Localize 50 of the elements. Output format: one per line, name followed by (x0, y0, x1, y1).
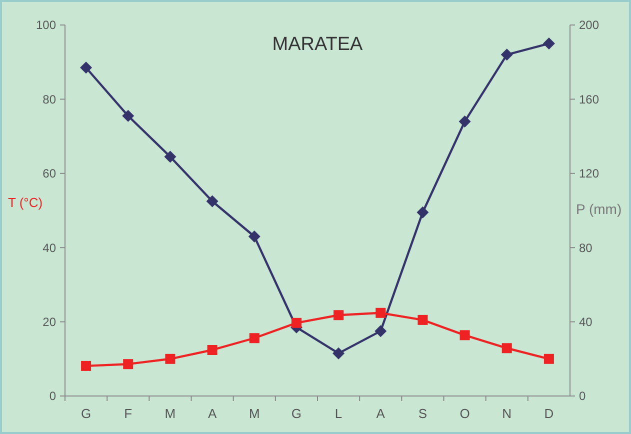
point (80, 62, 92, 74)
x-tick-label: G (80, 406, 92, 421)
point (123, 359, 134, 370)
y2-tick-label: 80 (579, 240, 593, 255)
point (502, 343, 512, 354)
x-tick-label: O (460, 406, 470, 421)
point (206, 195, 218, 208)
point (416, 206, 429, 218)
x-tick-label: N (502, 406, 512, 421)
point (164, 150, 176, 163)
x-tick-label: A (376, 406, 386, 421)
point (418, 314, 428, 325)
point (376, 308, 386, 318)
y-tick-label: 80 (42, 92, 56, 106)
x-tick-label: M (248, 406, 260, 421)
x-tick-label: G (291, 406, 302, 421)
point (458, 115, 471, 128)
y2-tick-label: 120 (579, 166, 600, 181)
y-tick-label: 20 (42, 315, 56, 329)
point (332, 347, 345, 360)
y-tick-label: 100 (36, 18, 56, 32)
text: MARATEA (272, 34, 364, 55)
y-axis-title: T (°C) (8, 195, 43, 210)
point (542, 38, 555, 50)
y2-tick-label: 0 (579, 389, 586, 404)
point (249, 333, 260, 344)
point (374, 325, 387, 338)
y2-tick-label: 160 (579, 92, 600, 106)
y-tick-label: 40 (42, 240, 56, 255)
point (544, 354, 554, 364)
x-tick-label: F (124, 406, 132, 421)
y2-tick-label: 200 (579, 18, 600, 32)
x-tick-label: S (418, 406, 428, 421)
x-tick-label: L (334, 406, 342, 421)
point (248, 230, 260, 242)
point (291, 318, 302, 328)
point (207, 344, 218, 355)
point (500, 48, 513, 61)
x-tick-label: D (544, 406, 554, 421)
point (122, 110, 134, 122)
y2-tick-label: 40 (579, 315, 593, 329)
y-tick-label: 60 (42, 166, 56, 181)
x-tick-label: A (208, 406, 217, 421)
point (81, 360, 92, 371)
point (460, 330, 470, 340)
point (334, 310, 344, 320)
x-tick-label: M (164, 406, 176, 421)
y-tick-label: 0 (49, 389, 56, 404)
point (165, 354, 176, 364)
y2-axis-title: P (mm) (576, 201, 622, 217)
